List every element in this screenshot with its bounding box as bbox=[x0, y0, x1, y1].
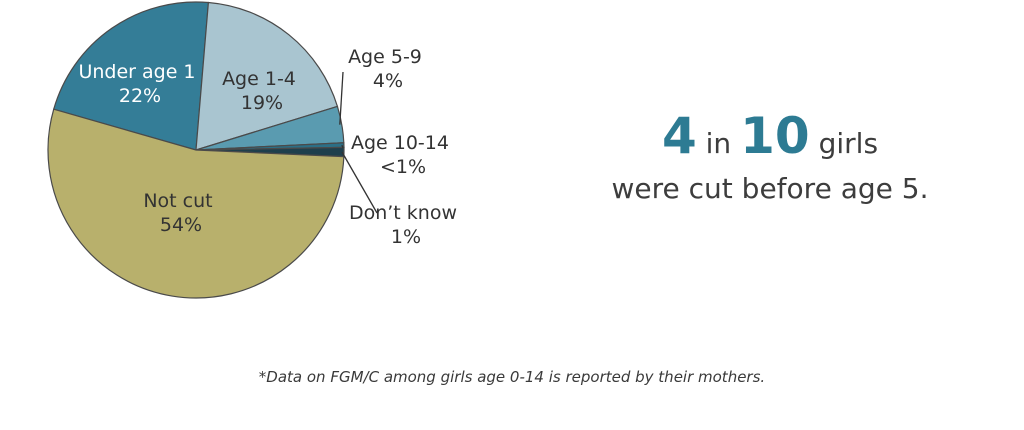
label-under-age-1: Under age 1 22% bbox=[78, 61, 201, 107]
footnote: *Data on FGM/C among girls age 0-14 is r… bbox=[258, 368, 766, 386]
label-not-cut: Not cut 54% bbox=[143, 190, 218, 236]
headline-in: in bbox=[705, 127, 732, 160]
pie-slice-under-age-1 bbox=[52, 1, 210, 151]
leader-line bbox=[341, 151, 378, 214]
label-age-10-14: Age 10-14 <1% bbox=[351, 132, 455, 178]
label-age-5-9: Age 5-9 4% bbox=[348, 46, 428, 92]
leader-lines bbox=[339, 71, 378, 214]
label-age-1-4: Age 1-4 19% bbox=[222, 68, 302, 114]
pie-slice-not-cut bbox=[47, 108, 345, 299]
label-dont-know: Don’t know 1% bbox=[349, 202, 463, 248]
pie-slices bbox=[47, 1, 345, 299]
headline-number-10: 10 bbox=[740, 107, 810, 165]
leader-line bbox=[341, 144, 344, 149]
leader-line bbox=[339, 71, 344, 125]
pie-slice-age-1-4 bbox=[195, 1, 339, 151]
headline: 4 in 10 girls were cut before age 5. bbox=[560, 108, 980, 206]
headline-line2: were cut before age 5. bbox=[611, 172, 929, 205]
headline-girls: girls bbox=[818, 127, 879, 160]
headline-number-4: 4 bbox=[661, 107, 697, 165]
headline-line1: 4 in 10 girls bbox=[560, 108, 980, 172]
